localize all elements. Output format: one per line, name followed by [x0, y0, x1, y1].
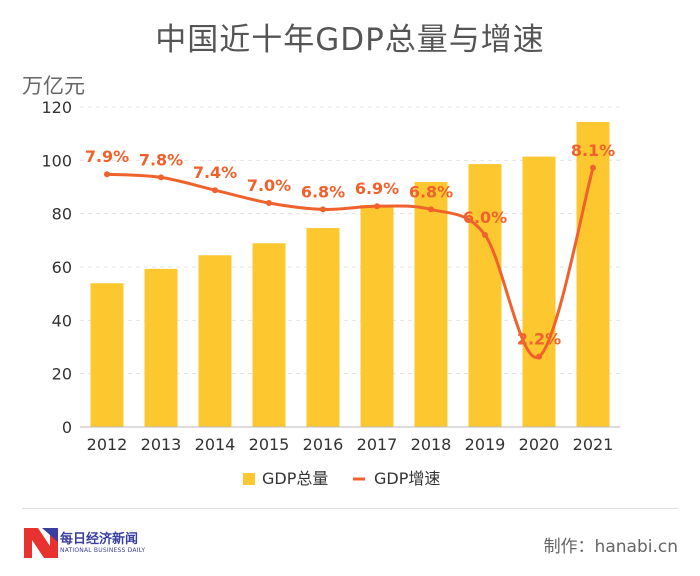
legend-bar-label: GDP总量	[262, 469, 328, 488]
logo-name: 每日经济新闻	[60, 532, 139, 547]
growth-label-2019: 6.0%	[463, 208, 507, 227]
growth-point-2020	[536, 353, 542, 360]
y-tick-label: 0	[62, 418, 72, 437]
growth-point-2019	[482, 232, 488, 238]
growth-label-2020: 2.2%	[517, 330, 561, 349]
growth-label-2014: 7.4%	[193, 163, 237, 182]
bar-2020	[522, 156, 556, 427]
growth-point-2013	[158, 174, 164, 181]
y-tick-label: 120	[41, 98, 72, 117]
growth-point-2012	[104, 171, 110, 178]
growth-label-2021: 8.1%	[571, 141, 615, 160]
growth-label-2012: 7.9%	[85, 147, 129, 166]
bar-2016	[306, 228, 340, 427]
growth-label-2018: 6.8%	[409, 182, 453, 201]
y-tick-label: 40	[52, 311, 72, 330]
chart-title: 中国近十年GDP总量与增速	[155, 22, 545, 58]
growth-point-2018	[428, 206, 434, 213]
bar-2012	[90, 283, 124, 427]
x-tick-label: 2016	[303, 435, 344, 454]
bar-2017	[360, 205, 394, 427]
y-axis-unit: 万亿元	[22, 74, 85, 98]
growth-point-2021	[590, 164, 596, 171]
y-tick-label: 60	[52, 258, 72, 277]
bar-2013	[144, 268, 178, 427]
growth-label-2017: 6.9%	[355, 179, 399, 198]
x-tick-label: 2017	[357, 435, 398, 454]
legend-line-label: GDP增速	[374, 469, 440, 488]
growth-point-2014	[212, 187, 218, 194]
bar-2015	[252, 243, 286, 427]
x-tick-label: 2019	[465, 435, 506, 454]
nbd-logo-icon	[24, 528, 58, 558]
credit-text: 制作：hanabi.cn	[543, 537, 678, 557]
growth-label-2013: 7.8%	[139, 150, 183, 169]
x-tick-label: 2013	[141, 435, 182, 454]
x-tick-label: 2012	[87, 435, 128, 454]
growth-point-2017	[374, 203, 380, 210]
growth-label-2015: 7.0%	[247, 176, 291, 195]
x-tick-label: 2020	[519, 435, 560, 454]
bar-2019	[468, 164, 502, 428]
bar-2018	[414, 181, 448, 427]
x-tick-label: 2018	[411, 435, 452, 454]
bar-2014	[198, 255, 232, 427]
growth-label-2016: 6.8%	[301, 182, 345, 201]
growth-point-2016	[320, 206, 326, 213]
legend-bar-swatch	[243, 473, 255, 485]
growth-point-2015	[266, 200, 272, 206]
footer-divider	[22, 508, 678, 509]
logo-subtitle: NATIONAL BUSINESS DAILY	[60, 547, 146, 554]
x-tick-label: 2015	[249, 435, 290, 454]
y-tick-label: 80	[52, 205, 72, 224]
x-tick-label: 2014	[195, 435, 236, 454]
chart-area: 0 20 40 60 80 100 120 2012 2013 2014 2015 2016 2017 2…	[41, 98, 620, 488]
y-tick-label: 100	[41, 151, 72, 170]
y-tick-label: 20	[52, 365, 72, 384]
x-tick-label: 2021	[573, 435, 614, 454]
